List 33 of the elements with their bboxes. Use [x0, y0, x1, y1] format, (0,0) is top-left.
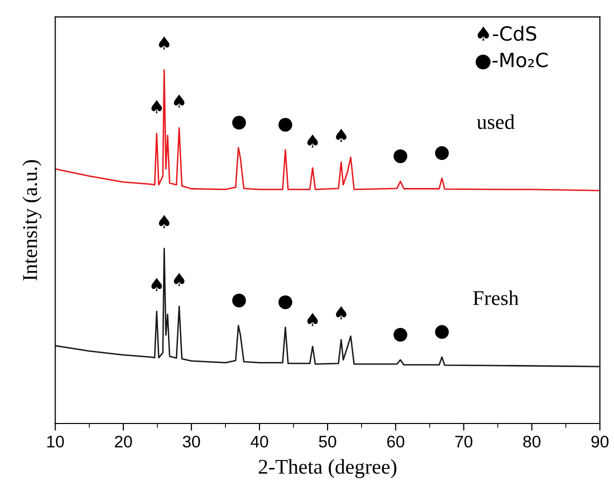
x-tick-label: 10 [47, 436, 64, 448]
y-axis-title: Intensity (a.u.) [22, 160, 42, 281]
x-tick-label: 50 [318, 436, 336, 448]
annotation: ● [278, 295, 292, 310]
annotation: ● [394, 149, 408, 164]
annotation: ♠ [336, 306, 346, 320]
annotation: ♠ [307, 312, 318, 326]
annotation: ♠ [174, 272, 184, 286]
annotation: ● [278, 118, 292, 132]
annotation: ● [435, 325, 449, 339]
text: Fresh [473, 290, 519, 306]
annotation: ♠ [307, 134, 318, 148]
text: ♠-CdS [478, 26, 536, 41]
annotation: ♠ [158, 214, 170, 228]
annotation: ♠ [336, 128, 346, 142]
x-tick-label: 80 [523, 436, 540, 448]
annotation: ● [232, 294, 246, 308]
annotation: ♠ [174, 94, 184, 108]
annotation: ♠ [151, 100, 162, 114]
annotation: ♠ [151, 278, 162, 292]
x-tick-label: 60 [387, 436, 404, 448]
x-tick-label: 40 [250, 436, 268, 448]
x-tick-label: 20 [114, 436, 132, 448]
annotation: ● [232, 116, 246, 130]
x-axis-title: 2-Theta (degree) [258, 459, 396, 478]
text: ●-Mo₂C [476, 52, 548, 70]
annotation: ♠ [158, 36, 170, 50]
x-tick-label: 30 [182, 436, 200, 448]
x-tick-label: 90 [591, 436, 608, 448]
x-tick-label: 70 [455, 436, 472, 448]
annotation: ● [435, 146, 449, 160]
annotation: ● [394, 328, 408, 342]
text: used [476, 114, 515, 130]
